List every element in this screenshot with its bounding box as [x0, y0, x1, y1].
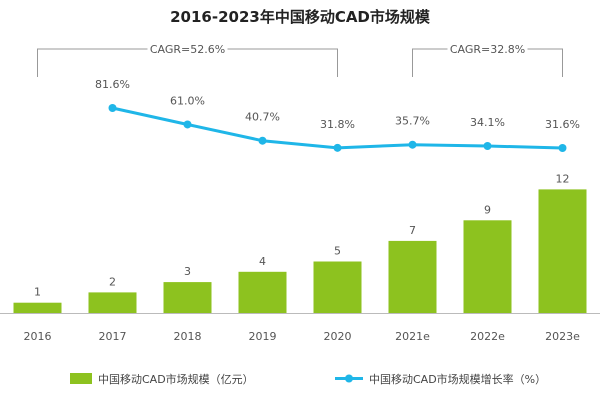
cagr-label: CAGR=32.8%: [450, 43, 525, 56]
bar-2020: [313, 261, 362, 313]
x-tick-label: 2017: [99, 330, 127, 343]
bar-value-label: 9: [484, 203, 491, 216]
line-point-2019: [258, 136, 267, 145]
legend: 中国移动CAD市场规模（亿元） 中国移动CAD市场规模增长率（%）: [70, 372, 546, 386]
bar-2019: [238, 271, 287, 313]
x-tick-label: 2020: [324, 330, 352, 343]
line-value-label: 34.1%: [470, 116, 505, 129]
bar-2022e: [463, 220, 512, 313]
bar-value-label: 7: [409, 224, 416, 237]
bar-value-label: 3: [184, 265, 191, 278]
line-value-label: 35.7%: [395, 115, 430, 128]
cagr-bracket: CAGR=32.8%: [412, 43, 563, 77]
bar-2021e: [388, 240, 437, 313]
bar-2016: [13, 302, 62, 313]
x-tick-label: 2018: [174, 330, 202, 343]
x-tick-label: 2019: [249, 330, 277, 343]
bar-value-label: 2: [109, 275, 116, 288]
legend-line-label: 中国移动CAD市场规模增长率（%）: [369, 372, 546, 386]
line-value-label: 31.6%: [545, 118, 580, 131]
chart-title: 2016-2023年中国移动CAD市场规模: [170, 8, 431, 26]
x-tick-label: 2016: [24, 330, 52, 343]
bar-value-label: 12: [556, 172, 570, 185]
bar-value-label: 5: [334, 245, 341, 258]
cagr-annotations: CAGR=52.6% CAGR=32.8%: [37, 43, 563, 77]
line-point-2017: [108, 104, 117, 112]
cagr-bracket: CAGR=52.6%: [37, 43, 338, 77]
line-value-label: 40.7%: [245, 111, 280, 124]
x-tick-label: 2022e: [470, 330, 505, 343]
line-value-label: 61.0%: [170, 94, 205, 107]
line-series: 81.6% 61.0% 40.7% 31.8% 35.7% 34.1% 31.6%: [95, 78, 580, 152]
line-point-2020: [333, 143, 342, 152]
legend-bar-label: 中国移动CAD市场规模（亿元）: [98, 372, 254, 386]
bar-value-label: 4: [259, 255, 266, 268]
line-value-label: 31.8%: [320, 118, 355, 131]
x-tick-label: 2021e: [395, 330, 430, 343]
line-point-2021e: [408, 140, 417, 149]
line-point-2018: [183, 120, 192, 129]
bar-2017: [88, 292, 137, 313]
bar-2023e: [538, 189, 587, 313]
line-point-2023e: [558, 144, 567, 152]
legend-line-marker: [345, 374, 353, 383]
line-point-2022e: [483, 142, 492, 150]
legend-bar-swatch: [70, 373, 92, 384]
bar-2018: [163, 282, 212, 313]
x-axis: 2016 2017 2018 2019 2020 2021e 2022e 2023e: [0, 313, 600, 343]
x-tick-label: 2023e: [545, 330, 580, 343]
cagr-label: CAGR=52.6%: [150, 43, 225, 56]
line-value-label: 81.6%: [95, 78, 130, 91]
bar-value-label: 1: [34, 286, 41, 299]
